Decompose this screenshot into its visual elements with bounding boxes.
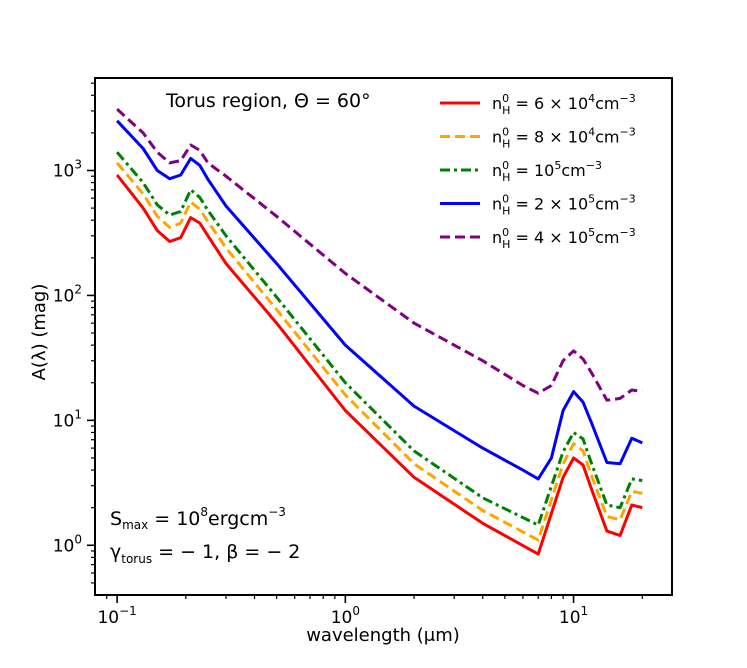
x-axis-label: wavelength (μm): [306, 625, 460, 646]
series-line-2: [115, 161, 643, 542]
series-line-5: [116, 107, 643, 402]
x-tick-label: 100: [331, 604, 360, 628]
series-line-1: [115, 174, 643, 556]
plot-frame: [94, 77, 673, 596]
series-line-3: [115, 151, 643, 527]
legend: n0 H = 6 × 104cm−3 n0 H = 8 × 104cm−3 n0 H = …: [440, 92, 636, 251]
legend-label-2: n0 H = 8 × 104cm−3: [492, 126, 636, 151]
legend-label-3: n0 H = 105cm−3: [492, 159, 602, 184]
gamma-annotation: γtorus = − 1, β = − 2: [110, 541, 300, 566]
x-tick-label: 10−1: [97, 604, 136, 628]
y-tick-label: 103: [53, 157, 82, 181]
chart-title: Torus region, Θ = 60°: [165, 90, 371, 112]
y-axis-label: A(λ) (mag): [29, 284, 50, 381]
series-layer: [115, 107, 643, 556]
series-line-4: [116, 119, 643, 481]
y-tick-label: 100: [53, 532, 82, 556]
smax-annotation: Smax = 108ergcm−3: [110, 505, 286, 532]
legend-label-4: n0 H = 2 × 105cm−3: [492, 193, 636, 218]
legend-label-5: n0 H = 4 × 105cm−3: [492, 226, 636, 251]
legend-label-1: n0 H = 6 × 104cm−3: [492, 92, 636, 117]
y-tick-label: 102: [53, 282, 82, 306]
y-tick-label: 101: [53, 407, 82, 431]
x-tick-label: 101: [559, 604, 588, 628]
